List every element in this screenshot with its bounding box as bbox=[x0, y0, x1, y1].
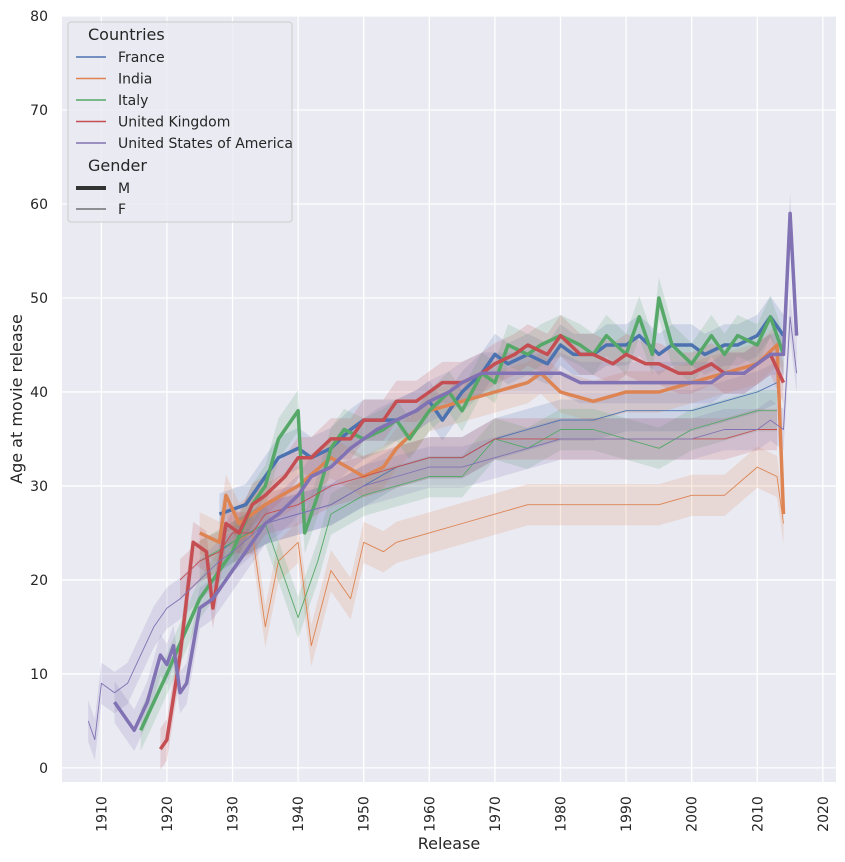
x-tick-label: 1970 bbox=[488, 796, 504, 832]
united-states-of-america-f-line bbox=[87, 316, 798, 741]
x-tick-label: 1950 bbox=[357, 796, 373, 832]
y-tick-label: 30 bbox=[30, 479, 48, 495]
x-axis-label: Release bbox=[418, 834, 481, 853]
y-tick-label: 80 bbox=[30, 9, 48, 25]
y-tick-label: 60 bbox=[30, 197, 48, 213]
legend-label-italy: Italy bbox=[118, 93, 148, 109]
legend-label-france: France bbox=[118, 50, 165, 66]
x-tick-label: 1910 bbox=[94, 796, 110, 832]
italy-f-line bbox=[199, 410, 777, 618]
legend-title-gender: Gender bbox=[88, 156, 147, 175]
united-kingdom-f-band bbox=[180, 408, 778, 601]
x-tick-label: 1980 bbox=[554, 796, 570, 832]
france-m-band bbox=[219, 296, 784, 535]
italy-f-band bbox=[199, 390, 777, 639]
y-tick-label: 0 bbox=[39, 761, 48, 777]
legend-label-united-kingdom: United Kingdom bbox=[118, 115, 230, 131]
x-tick-label: 2020 bbox=[816, 796, 832, 832]
united-states-of-america-m-band bbox=[114, 192, 797, 751]
france-f-band bbox=[219, 361, 777, 573]
x-tick-label: 2000 bbox=[685, 796, 701, 832]
y-tick-label: 70 bbox=[30, 103, 48, 119]
y-tick-label: 50 bbox=[30, 291, 48, 307]
y-tick-label: 10 bbox=[30, 667, 48, 683]
italy-m-line bbox=[139, 296, 786, 732]
y-tick-label: 40 bbox=[30, 385, 48, 401]
x-tick-label: 1920 bbox=[160, 796, 176, 832]
united-states-of-america-m-line bbox=[113, 211, 799, 733]
x-tick-label: 2010 bbox=[750, 796, 766, 832]
x-tick-label: 1990 bbox=[619, 796, 635, 832]
y-tick-label: 20 bbox=[30, 573, 48, 589]
y-tick-labels: 0 10 20 30 40 50 60 70 80 bbox=[30, 9, 48, 777]
legend-label-m: M bbox=[118, 181, 130, 197]
series-lines bbox=[87, 211, 799, 751]
legend-label-f: F bbox=[118, 202, 126, 218]
legend-label-india: India bbox=[118, 72, 152, 88]
legend-label-united-states-of-america: United States of America bbox=[118, 136, 293, 152]
legend-title-countries: Countries bbox=[88, 25, 165, 44]
x-tick-labels: 1910 1920 1930 1940 1950 1960 1970 1980 1990 2000… bbox=[94, 796, 832, 832]
france-m-line bbox=[218, 315, 785, 516]
legend: Countries France India Italy United Kingdom… bbox=[67, 21, 293, 223]
united-kingdom-m-band bbox=[160, 314, 784, 770]
y-axis-label: Age at movie release bbox=[7, 314, 26, 484]
x-tick-label: 1930 bbox=[226, 796, 242, 832]
x-tick-label: 1960 bbox=[422, 796, 438, 832]
india-f-band bbox=[232, 446, 784, 667]
x-tick-label: 1940 bbox=[291, 796, 307, 832]
united-kingdom-m-line bbox=[158, 333, 786, 751]
legend-box bbox=[67, 21, 293, 223]
india-f-line bbox=[232, 466, 784, 647]
